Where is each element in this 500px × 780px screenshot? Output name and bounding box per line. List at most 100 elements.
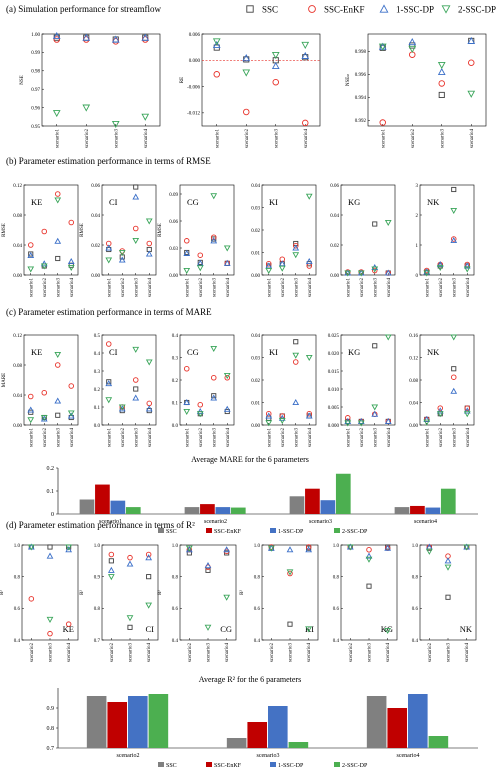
data-point <box>467 36 476 44</box>
x-tick-label: scenario1 <box>107 278 112 298</box>
x-tick-label: scenario2 <box>349 643 354 663</box>
data-point <box>47 544 53 550</box>
data-point <box>118 249 126 257</box>
data-point <box>451 236 457 242</box>
data-point <box>54 237 62 244</box>
data-point <box>287 570 293 577</box>
y-axis-label: R² <box>79 590 85 595</box>
data-point <box>371 266 379 273</box>
data-point <box>450 236 458 244</box>
panel-label: KI <box>269 347 278 357</box>
y-axis-label: RMSE <box>158 223 163 237</box>
x-tick-label: scenario4 <box>308 278 313 298</box>
y-tick-label: 0.1 <box>172 401 179 406</box>
section-b-title: (b) Parameter estimation performance in … <box>6 156 211 166</box>
data-point <box>302 119 309 127</box>
bar <box>148 694 169 748</box>
y-tick-label: 0.020 <box>328 352 340 357</box>
data-point <box>384 627 392 635</box>
data-point <box>305 544 312 550</box>
y-tick-label: 0.4 <box>254 639 261 644</box>
bar-legend-swatch <box>334 528 340 533</box>
x-tick-label: scenario3 <box>207 643 212 663</box>
data-point <box>210 234 217 240</box>
plot-frame <box>201 33 321 127</box>
y-tick-label: 0.2 <box>172 379 179 384</box>
data-point <box>301 51 310 59</box>
bar-legend-label: SSC <box>166 763 177 769</box>
x-tick-label: scenario3 <box>452 278 457 298</box>
data-point <box>365 552 373 559</box>
section-d-title: (d) Parameter estimation performance in … <box>6 520 195 530</box>
chart-b-KI: 0.00 0.01 0.02 0.03 0.04 KI scenario1 scenario2… <box>251 184 317 298</box>
data-point <box>438 91 445 98</box>
x-tick-label: scenario4 <box>226 278 231 298</box>
panel-label: CI <box>146 624 155 634</box>
data-point <box>105 257 113 264</box>
data-point <box>118 404 126 411</box>
y-axis-label: NSE <box>20 75 25 84</box>
bar <box>425 507 441 514</box>
data-point <box>68 383 74 389</box>
x-tick-label: scenario4 <box>144 129 149 149</box>
x-tick-label: scenario4 <box>148 428 153 448</box>
data-point <box>305 412 313 419</box>
panel-label: KE <box>63 624 74 634</box>
panel-label: KG <box>381 624 393 634</box>
data-point <box>305 354 313 362</box>
data-point <box>40 263 48 270</box>
data-point <box>54 351 62 359</box>
y-tick-label: 0.95 <box>31 125 40 130</box>
top-legend: SSC SSC-EnKF 1-SSC-DP 2-SSC-DP <box>246 4 496 15</box>
x-tick-label: scenario2 <box>43 428 48 448</box>
y-tick-label: 0.994 <box>355 96 367 101</box>
chart-b-CG: 0.00 0.03 0.06 0.09 RMSE CG scenario1 scenario2… <box>158 184 235 298</box>
data-point <box>52 110 61 118</box>
y-tick-label: 0.00 <box>13 424 22 429</box>
y-tick-label: 0.06 <box>91 184 100 189</box>
y-tick-label: 0.12 <box>409 356 418 361</box>
x-tick-label: scenario3 <box>274 129 279 149</box>
data-point <box>223 245 231 252</box>
data-point <box>366 583 372 589</box>
y-tick-label: 0.04 <box>13 394 22 399</box>
y-tick-label: 0.08 <box>409 379 418 384</box>
y-tick-label: 0.00 <box>91 274 100 279</box>
x-tick-label: scenario3 <box>134 278 139 298</box>
chart-d-CI: 0.7 0.8 0.9 1.0 R² CI scenario2 scenario3 scenar… <box>79 544 159 662</box>
y-tick-label: 1 <box>416 244 419 249</box>
data-point <box>463 411 471 418</box>
data-point <box>82 104 91 112</box>
x-tick-label: scenario1 <box>107 428 112 448</box>
data-point <box>183 238 190 244</box>
data-point <box>345 415 351 421</box>
y-tick-label: 0.97 <box>31 88 40 93</box>
data-point <box>27 266 35 273</box>
panel-label: KG <box>348 347 360 357</box>
y-tick-label: 0.04 <box>251 334 260 339</box>
legend-marker <box>308 5 316 13</box>
data-point <box>54 397 62 404</box>
x-tick-label: scenario4 <box>465 643 470 663</box>
data-point <box>265 267 273 275</box>
panel-label: NK <box>460 624 473 634</box>
x-tick-label: scenario4 <box>414 519 437 525</box>
data-point <box>27 544 35 551</box>
y-tick-label: 0.010 <box>328 388 340 393</box>
data-point <box>464 405 471 411</box>
y-axis-label: R² <box>157 590 163 595</box>
data-point <box>145 551 152 558</box>
data-point <box>293 242 299 249</box>
data-point <box>266 411 272 417</box>
x-tick-label: scenario4 <box>397 753 420 759</box>
y-tick-label: 0.99 <box>31 51 40 56</box>
x-tick-label: scenario4 <box>386 643 391 663</box>
bar <box>320 500 336 514</box>
x-tick-label: scenario4 <box>304 129 309 149</box>
data-point <box>211 236 217 242</box>
data-point <box>212 40 221 49</box>
data-point <box>436 264 444 272</box>
x-tick-label: scenario3 <box>212 428 217 448</box>
data-point <box>183 249 191 256</box>
